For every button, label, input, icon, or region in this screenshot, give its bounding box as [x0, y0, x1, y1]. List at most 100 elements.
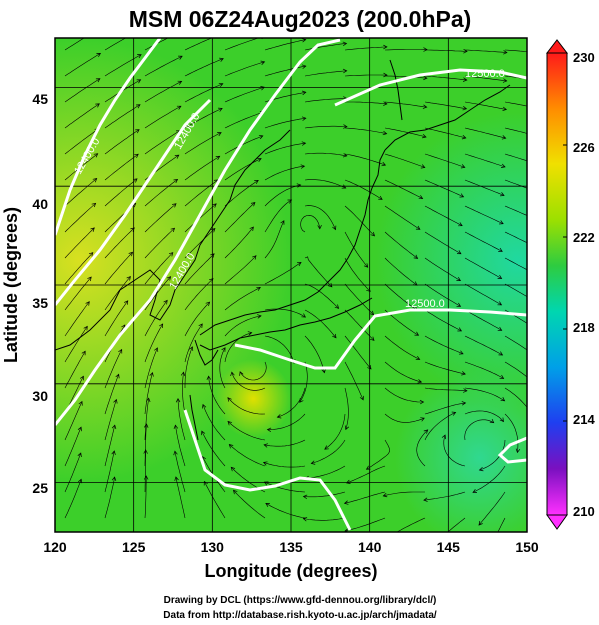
streamline	[464, 75, 507, 82]
contour-label-1: 12500.0	[465, 68, 505, 80]
streamline-arrow	[77, 426, 82, 432]
streamline	[175, 476, 186, 519]
y-tick-label-40: 40	[32, 196, 48, 212]
streamline	[464, 231, 503, 252]
streamline-arrow	[456, 250, 462, 255]
streamline-arrow	[327, 282, 333, 288]
streamline	[344, 231, 368, 268]
streamline	[497, 517, 506, 532]
streamline-arrow	[301, 116, 307, 121]
streamline	[304, 125, 347, 129]
streamline	[264, 117, 306, 129]
streamline-arrow	[178, 55, 183, 60]
streamline-arrow	[503, 50, 508, 55]
streamline-arrow	[341, 184, 347, 189]
streamline-arrow	[79, 375, 84, 381]
streamline-arrow	[266, 427, 272, 432]
streamline	[384, 49, 427, 51]
streamline	[424, 179, 464, 198]
streamline	[464, 127, 506, 139]
streamline-arrow	[537, 302, 541, 306]
streamline	[424, 402, 466, 415]
streamline-arrow	[502, 78, 508, 83]
streamline	[175, 425, 186, 467]
coast-korea-china	[55, 129, 291, 351]
streamline	[383, 491, 425, 497]
streamline	[304, 152, 347, 157]
streamline	[104, 252, 133, 285]
streamline	[299, 361, 308, 403]
streamline-arrow	[365, 465, 371, 470]
streamline	[224, 111, 264, 129]
streamline	[144, 130, 181, 155]
streamline	[264, 199, 292, 233]
streamline-arrow	[136, 79, 142, 84]
streamline	[464, 419, 494, 441]
streamline-arrow	[382, 492, 388, 498]
streamline-arrow	[206, 375, 211, 380]
streamline-arrow	[301, 141, 307, 146]
streamline	[504, 413, 519, 453]
streamline	[424, 309, 462, 332]
streamline	[184, 228, 216, 259]
streamline-arrow	[370, 336, 375, 341]
streamline-arrow	[300, 164, 306, 169]
streamline	[64, 252, 94, 285]
streamline-arrow	[543, 107, 547, 111]
streamline	[424, 412, 456, 441]
streamline-arrow	[209, 278, 214, 283]
streamline	[224, 332, 252, 363]
coast-sakhalin	[389, 59, 403, 121]
streamline	[144, 398, 149, 441]
streamline	[384, 335, 420, 360]
streamline-arrow	[220, 33, 224, 37]
streamline-arrow	[458, 350, 464, 355]
streamline	[396, 517, 426, 532]
streamline-arrow	[456, 277, 462, 281]
streamline-arrow	[418, 195, 424, 200]
streamline	[424, 75, 467, 81]
streamline	[424, 257, 461, 281]
streamline-arrow	[536, 356, 540, 360]
streamline	[423, 491, 466, 501]
x-tick-label-145: 145	[437, 539, 461, 555]
streamline-arrow	[414, 331, 420, 336]
y-tick-label-30: 30	[32, 388, 48, 404]
streamline	[104, 178, 138, 207]
streamline	[265, 503, 306, 519]
streamline-arrow	[124, 300, 129, 305]
x-tick-label-140: 140	[358, 539, 382, 555]
lat-lon-grid	[55, 38, 527, 532]
contour-line-5	[183, 409, 352, 531]
streamline	[229, 444, 266, 467]
streamline	[384, 413, 425, 423]
y-tick-label-45: 45	[32, 91, 48, 107]
streamline	[277, 387, 306, 418]
streamline-arrow	[497, 274, 503, 279]
streamline-arrow	[203, 480, 208, 486]
streamline-arrow	[459, 193, 465, 198]
streamline-arrow	[415, 355, 421, 361]
streamline	[344, 335, 372, 370]
streamline-arrow	[383, 72, 388, 78]
streamline-arrow	[113, 398, 118, 404]
streamline	[344, 257, 371, 292]
streamline	[219, 347, 226, 389]
coast-japan-south	[199, 297, 373, 351]
streamline-arrow	[382, 130, 388, 136]
streamline-arrow	[83, 325, 88, 331]
streamline-arrow	[130, 227, 135, 232]
streamline	[344, 387, 349, 430]
streamline	[64, 276, 92, 311]
plot-area: 12500.0 12500.0 12400.0 12400.0 12400.0	[55, 33, 547, 532]
streamline-arrow	[201, 430, 206, 436]
streamline	[233, 490, 266, 519]
streamline-arrow	[301, 313, 307, 318]
colorbar-bottom-arrow	[546, 514, 568, 530]
streamline	[424, 387, 467, 392]
streamline-arrow	[343, 124, 348, 129]
streamline	[144, 449, 146, 493]
streamline	[104, 129, 140, 155]
streamline-arrow	[342, 153, 348, 158]
streamline	[144, 227, 175, 259]
